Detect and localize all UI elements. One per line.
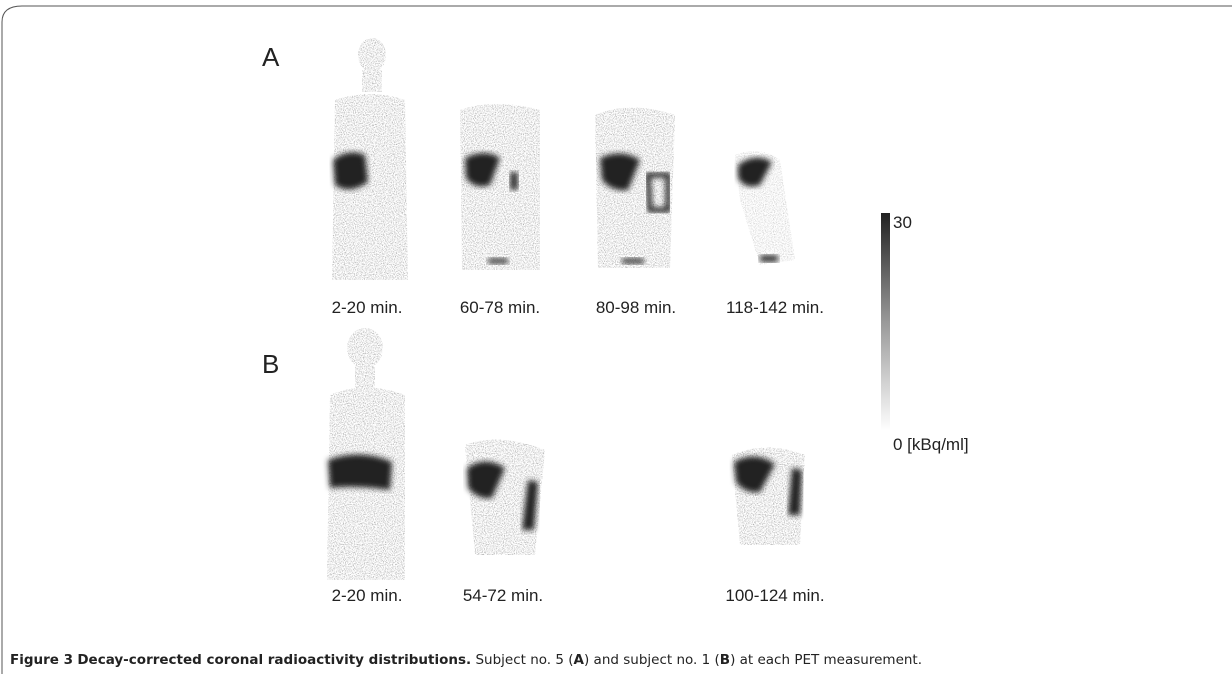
pet-image (327, 328, 405, 580)
colorbar (881, 213, 890, 431)
pet-image (465, 440, 545, 555)
panel-label: A (262, 42, 280, 72)
time-label: 2-20 min. (332, 298, 403, 317)
caption-label: Figure 3 (10, 652, 73, 668)
pet-image (732, 448, 805, 546)
colorbar-min: 0 [kBq/ml] (893, 435, 969, 454)
pet-image (735, 151, 795, 265)
caption-text: ) and subject no. 1 ( (584, 652, 720, 668)
frame (2, 6, 1232, 674)
caption-text: ) at each PET measurement. (730, 652, 922, 668)
time-label: 54-72 min. (463, 586, 543, 605)
time-label: 2-20 min. (332, 586, 403, 605)
caption: Figure 3 Decay-corrected coronal radioac… (10, 652, 922, 668)
time-label: 60-78 min. (460, 298, 540, 317)
caption-title: Decay-corrected coronal radioactivity di… (77, 652, 471, 668)
caption-text: Subject no. 5 ( (475, 652, 573, 668)
pet-image (460, 104, 540, 270)
pet-image (332, 38, 408, 280)
colorbar-max: 30 (893, 213, 912, 232)
time-label: 80-98 min. (596, 298, 676, 317)
pet-image (595, 108, 675, 269)
caption-text: B (720, 652, 730, 668)
caption-text: A (574, 652, 585, 668)
time-label: 118-142 min. (726, 298, 824, 317)
figure: 30 0 [kBq/ml] A B 2-20 min. 60-78 min. 8… (0, 0, 1232, 674)
time-label: 100-124 min. (725, 586, 824, 605)
panel-label: B (262, 349, 279, 379)
